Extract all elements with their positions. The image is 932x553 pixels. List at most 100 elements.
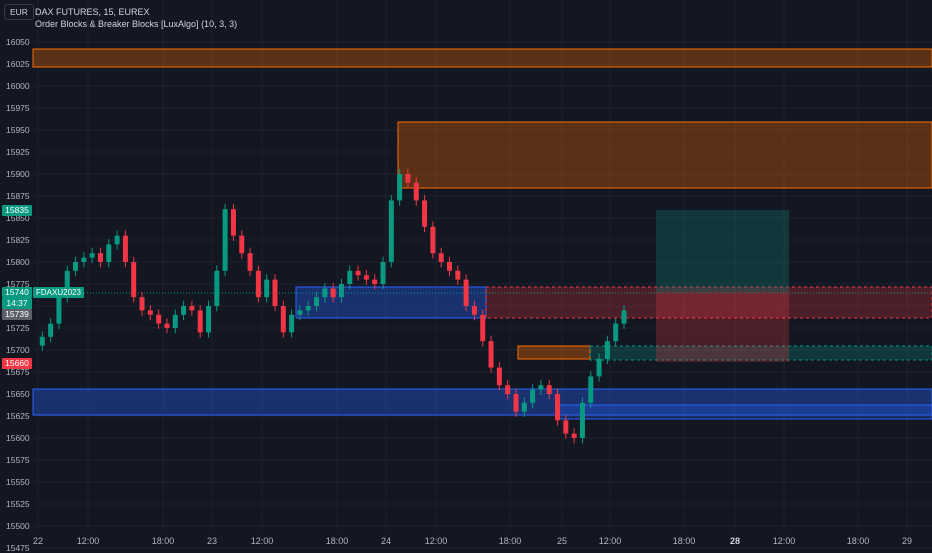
time-tick-label: 12:00 bbox=[424, 536, 448, 546]
candle-body bbox=[181, 306, 187, 315]
candle-body bbox=[530, 389, 536, 403]
candle-body bbox=[388, 200, 394, 262]
price-tick-label: 15525 bbox=[6, 499, 30, 509]
indicator-title[interactable]: Order Blocks & Breaker Blocks [LuxAlgo] … bbox=[35, 19, 238, 29]
price-tick-label: 15975 bbox=[6, 103, 30, 113]
candle-body bbox=[222, 209, 228, 271]
candle-body bbox=[189, 306, 195, 311]
candle-body bbox=[355, 270, 361, 276]
bullish-breaker-block bbox=[555, 404, 932, 420]
candle-body bbox=[156, 314, 162, 324]
candle-body bbox=[247, 253, 253, 271]
price-tick-label: 15475 bbox=[6, 543, 30, 553]
chart-legend: DAX FUTURES, 15, EUREX Order Blocks & Br… bbox=[35, 6, 237, 30]
candle-body bbox=[397, 174, 403, 201]
candle-body bbox=[372, 279, 378, 284]
candle-body bbox=[555, 394, 561, 421]
candle-body bbox=[446, 262, 452, 271]
candle-body bbox=[48, 323, 54, 337]
symbol-title[interactable]: DAX FUTURES, 15, EUREX bbox=[35, 7, 150, 17]
candle-body bbox=[305, 306, 311, 311]
candle-body bbox=[330, 288, 336, 298]
price-tick-label: 15650 bbox=[6, 389, 30, 399]
candle-body bbox=[297, 310, 303, 315]
candle-body bbox=[521, 402, 527, 412]
candle-body bbox=[596, 358, 602, 377]
candle-body bbox=[588, 376, 594, 403]
candle-body bbox=[280, 306, 286, 333]
time-tick-label: 12:00 bbox=[76, 536, 100, 546]
candle-body bbox=[64, 270, 70, 298]
grid-lines bbox=[33, 0, 932, 549]
currency-button[interactable]: EUR bbox=[4, 4, 34, 20]
price-tick-label: 16025 bbox=[6, 59, 30, 69]
candle-body bbox=[147, 310, 153, 315]
candle-body bbox=[380, 262, 386, 284]
candle-body bbox=[471, 306, 477, 315]
price-tick-label: 15925 bbox=[6, 147, 30, 157]
price-tick-label: 15675 bbox=[6, 367, 30, 377]
candle-body bbox=[264, 279, 270, 298]
candle-body bbox=[97, 253, 103, 262]
candle-body bbox=[338, 284, 344, 298]
time-tick-label: 23 bbox=[206, 536, 218, 546]
candle-body bbox=[546, 385, 552, 394]
candle-body bbox=[413, 182, 419, 201]
candle-body bbox=[73, 262, 79, 271]
time-tick-label: 18:00 bbox=[498, 536, 522, 546]
time-tick-label: 18:00 bbox=[846, 536, 870, 546]
time-tick-label: 24 bbox=[380, 536, 392, 546]
candle-body bbox=[89, 253, 95, 258]
candle-body bbox=[289, 314, 295, 333]
candle-body bbox=[230, 209, 236, 236]
candle-body bbox=[513, 394, 519, 412]
time-tick-label: 12:00 bbox=[250, 536, 274, 546]
price-tick-label: 15600 bbox=[6, 433, 30, 443]
candle-body bbox=[139, 297, 145, 311]
price-tick-label: 15775 bbox=[6, 279, 30, 289]
current-price-tag: 15740 bbox=[2, 287, 32, 298]
candle-body bbox=[314, 297, 320, 306]
candle-body bbox=[604, 341, 610, 359]
candle-body bbox=[322, 288, 328, 298]
candle-body bbox=[106, 244, 112, 262]
price-tick-label: 16050 bbox=[6, 37, 30, 47]
price-tick-label: 15875 bbox=[6, 191, 30, 201]
candle-body bbox=[563, 420, 569, 434]
time-tick-label: 29 bbox=[901, 536, 913, 546]
time-tick-label: 25 bbox=[556, 536, 568, 546]
bearish-order-block-small bbox=[517, 345, 591, 360]
candle-body bbox=[56, 297, 62, 324]
candle-body bbox=[571, 433, 577, 438]
price-tick-label: 15700 bbox=[6, 345, 30, 355]
long-position-tool[interactable] bbox=[656, 210, 789, 362]
price-tick-label: 15575 bbox=[6, 455, 30, 465]
candle-body bbox=[455, 270, 461, 280]
candlestick-series bbox=[39, 168, 627, 444]
time-tick-label: 22 bbox=[32, 536, 44, 546]
candle-body bbox=[496, 367, 502, 386]
price-tick-label: 15625 bbox=[6, 411, 30, 421]
candle-body bbox=[122, 235, 128, 262]
bid-price-tag: 15739 bbox=[2, 309, 32, 320]
loss-zone bbox=[656, 292, 789, 362]
bullish-order-block-mid bbox=[295, 286, 487, 319]
candle-body bbox=[505, 385, 511, 394]
candle-body bbox=[621, 310, 627, 324]
candle-body bbox=[81, 257, 87, 262]
symbol-tag: FDAXU2023 bbox=[33, 287, 84, 298]
candle-body bbox=[114, 235, 120, 245]
price-tick-label: 15500 bbox=[6, 521, 30, 531]
bearish-order-block-top bbox=[32, 48, 932, 68]
candle-body bbox=[347, 270, 353, 284]
candle-body bbox=[272, 279, 278, 306]
candle-body bbox=[172, 314, 178, 328]
candle-body bbox=[197, 310, 203, 333]
bullish-breaker-block-green bbox=[589, 345, 932, 361]
candle-body bbox=[579, 402, 585, 438]
price-tick-label: 15850 bbox=[6, 213, 30, 223]
candle-body bbox=[363, 275, 369, 280]
high-price-tag: 15835 bbox=[2, 205, 32, 216]
time-tick-label: 18:00 bbox=[151, 536, 175, 546]
